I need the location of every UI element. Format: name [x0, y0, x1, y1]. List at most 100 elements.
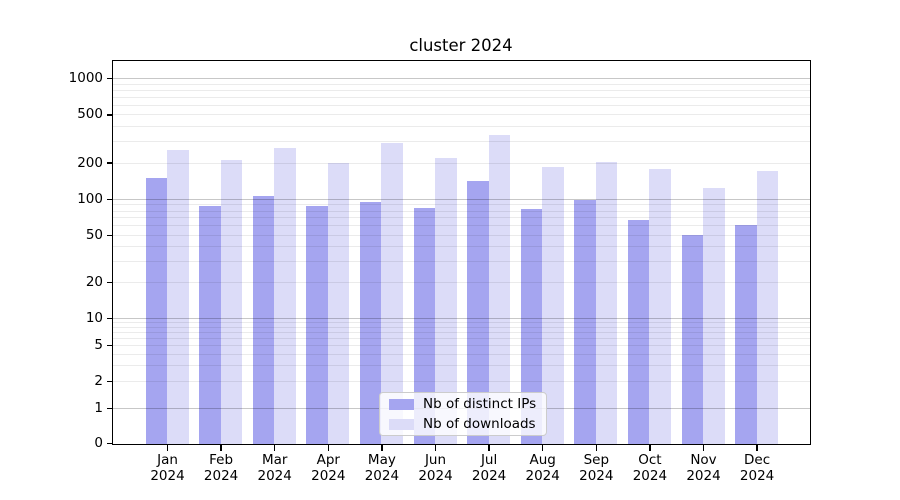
y-axis-tick-label: 10: [85, 310, 103, 326]
gridline-minor: [113, 234, 810, 236]
x-axis-tick: [488, 445, 490, 451]
bar-downloads-oct: [649, 168, 671, 444]
gridline-minor: [113, 126, 810, 128]
x-axis-tick: [381, 445, 383, 451]
legend-swatch-distinct-ips: [389, 398, 414, 410]
gridline-minor: [113, 246, 810, 248]
x-tick-month: Feb: [209, 452, 234, 468]
y-axis-tick: [106, 442, 113, 445]
bar-distinct-ips-sep: [574, 200, 596, 444]
x-tick-month: Jul: [480, 452, 498, 468]
y-axis-tick-label: 50: [85, 226, 103, 243]
x-tick-year: 2024: [471, 468, 507, 484]
bar-downloads-sep: [595, 161, 618, 444]
y-axis-tick: [106, 198, 113, 201]
bar-distinct-ips-feb: [199, 205, 221, 444]
y-axis-tick-label: 1000: [68, 70, 103, 86]
bar-downloads-feb: [220, 160, 243, 444]
y-axis-tick-label: 200: [77, 154, 103, 171]
gridline-minor: [113, 225, 810, 227]
x-tick-year: 2024: [418, 468, 453, 484]
y-axis-tick: [106, 77, 113, 80]
gridline-minor: [113, 282, 810, 284]
gridline-minor: [113, 326, 810, 328]
bar-downloads-aug: [542, 167, 564, 444]
bar-distinct-ips-mar: [252, 196, 275, 444]
y-axis-tick: [106, 114, 113, 116]
gridline-minor: [113, 210, 810, 212]
gridline-minor: [113, 345, 810, 347]
x-tick-month: Oct: [638, 452, 662, 468]
legend-label-downloads: Nb of downloads: [423, 416, 536, 432]
gridline-minor: [113, 353, 810, 355]
x-axis-tick-label: Jun 2024: [408, 452, 464, 484]
gridline-minor: [113, 337, 810, 339]
gridline-minor: [113, 261, 810, 263]
legend-item-downloads: Nb of downloads: [389, 416, 537, 432]
legend: Nb of distinct IPs Nb of downloads: [379, 392, 547, 436]
bar-distinct-ips-jan: [145, 177, 167, 444]
x-tick-month: Aug: [529, 452, 556, 468]
bar-downloads-nov: [703, 188, 725, 444]
bar-distinct-ips-jul: [467, 181, 489, 444]
bar-distinct-ips-aug: [520, 208, 543, 444]
x-tick-month: Dec: [744, 452, 771, 468]
x-tick-month: Sep: [583, 452, 610, 468]
chart-title: cluster 2024: [409, 36, 513, 55]
y-axis-tick-label: 20: [85, 274, 103, 291]
y-axis-tick: [106, 281, 113, 284]
x-tick-year: 2024: [150, 468, 185, 484]
bar-downloads-apr: [327, 163, 350, 444]
y-axis-tick-label: 500: [77, 106, 103, 123]
gridline-minor: [113, 217, 810, 219]
gridline-minor: [113, 96, 810, 98]
x-axis-tick-label: Nov 2024: [676, 452, 732, 484]
x-axis-tick: [541, 445, 544, 451]
x-tick-year: 2024: [525, 468, 560, 484]
x-tick-year: 2024: [632, 468, 668, 484]
x-tick-year: 2024: [257, 468, 292, 484]
x-axis-tick: [434, 445, 437, 451]
bar-downloads-mar: [274, 147, 296, 444]
y-axis-tick: [106, 344, 113, 347]
y-axis-tick: [106, 317, 113, 320]
x-axis-tick-label: Mar 2024: [247, 452, 303, 484]
x-tick-month: Apr: [316, 452, 340, 468]
x-axis-tick: [166, 445, 169, 451]
x-axis-tick: [756, 445, 758, 451]
x-axis-tick: [595, 445, 598, 451]
legend-item-distinct-ips: Nb of distinct IPs: [389, 396, 537, 412]
x-tick-year: 2024: [203, 468, 239, 484]
x-tick-year: 2024: [311, 468, 346, 484]
gridline-minor: [113, 162, 810, 164]
x-axis-tick-label: Sep 2024: [568, 452, 624, 484]
bar-downloads-jan: [167, 149, 189, 444]
gridline-minor: [113, 380, 810, 382]
gridline-minor: [113, 89, 810, 91]
x-tick-year: 2024: [364, 468, 400, 484]
y-axis-tick: [106, 407, 113, 410]
bar-downloads-jun: [435, 158, 457, 444]
x-axis-tick: [220, 445, 222, 451]
x-tick-month: Mar: [261, 452, 288, 468]
gridline-minor: [113, 204, 810, 206]
bar-distinct-ips-dec: [735, 225, 757, 444]
x-tick-year: 2024: [686, 468, 721, 484]
legend-swatch-downloads: [389, 418, 414, 430]
gridline-major: [113, 199, 810, 200]
x-tick-month: May: [367, 452, 396, 468]
gridline-minor: [113, 104, 810, 106]
x-axis-tick-label: Jan 2024: [140, 452, 196, 484]
x-axis-tick: [649, 445, 651, 451]
x-tick-month: Jun: [424, 452, 447, 468]
y-axis-tick-label: 100: [77, 191, 103, 207]
x-axis-tick: [273, 445, 276, 451]
gridline-major: [113, 78, 810, 79]
gridline-minor: [113, 83, 810, 85]
legend-label-distinct-ips: Nb of distinct IPs: [423, 396, 537, 412]
bar-distinct-ips-nov: [681, 234, 703, 444]
y-axis-tick: [106, 162, 113, 164]
gridline-minor: [113, 114, 810, 116]
x-axis-tick-label: Apr 2024: [300, 452, 356, 484]
x-axis-tick: [702, 445, 705, 451]
